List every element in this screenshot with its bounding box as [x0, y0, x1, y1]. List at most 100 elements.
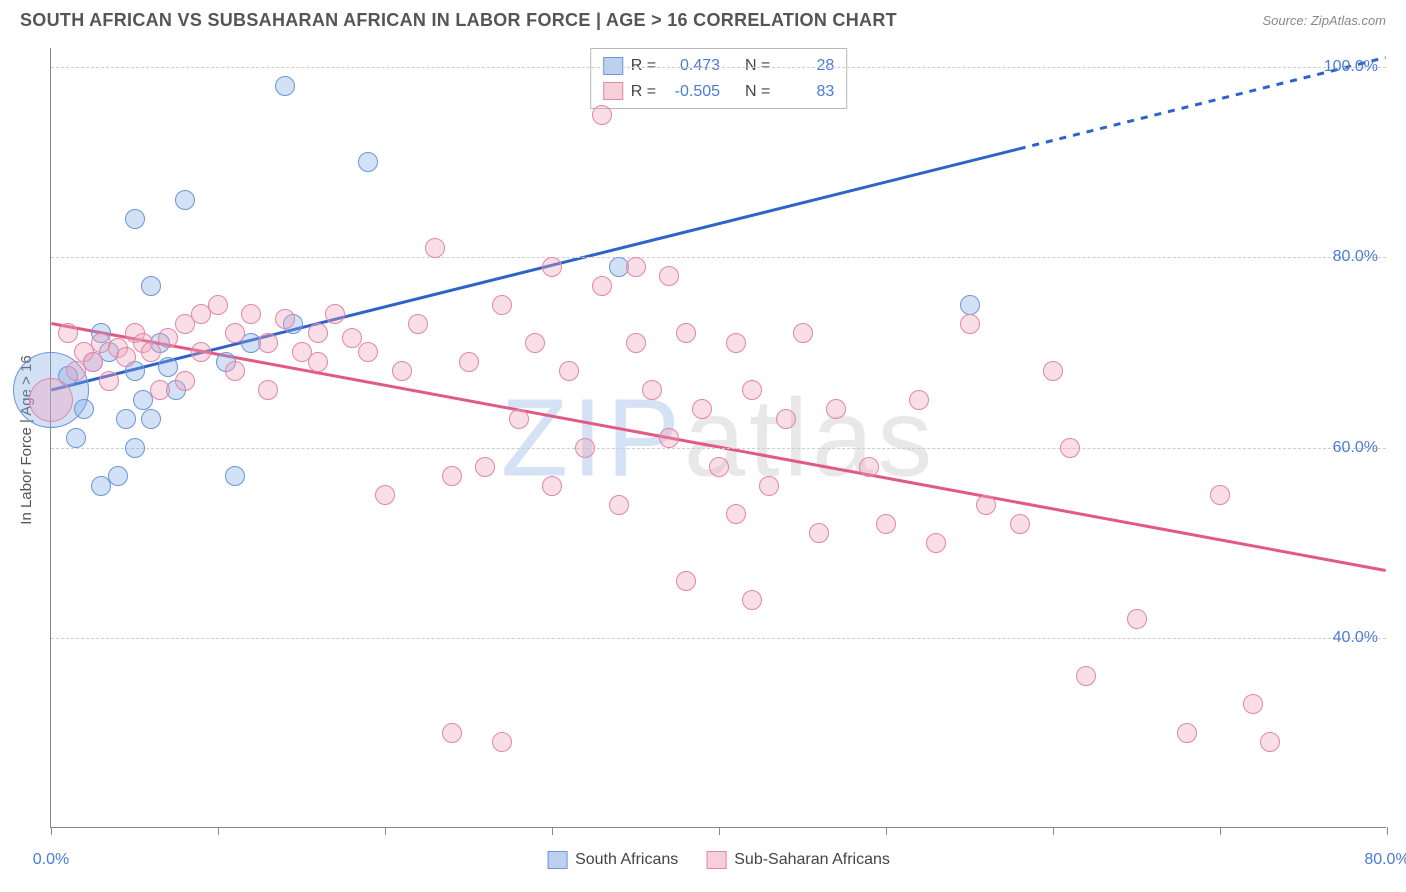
data-point	[342, 328, 362, 348]
n-value-b: 83	[778, 79, 834, 105]
data-point	[141, 409, 161, 429]
data-point	[559, 361, 579, 381]
data-point	[742, 380, 762, 400]
series-legend: South Africans Sub-Saharan Africans	[547, 851, 890, 869]
data-point	[659, 428, 679, 448]
data-point	[592, 276, 612, 296]
data-point	[225, 361, 245, 381]
data-point	[676, 571, 696, 591]
gridline	[51, 67, 1386, 68]
data-point	[1177, 723, 1197, 743]
data-point	[909, 390, 929, 410]
data-point	[960, 295, 980, 315]
n-value-a: 28	[778, 53, 834, 79]
data-point	[542, 257, 562, 277]
data-point	[258, 380, 278, 400]
data-point	[976, 495, 996, 515]
correlation-legend: R = 0.473 N = 28 R = -0.505 N = 83	[590, 48, 848, 109]
data-point	[275, 309, 295, 329]
data-point	[742, 590, 762, 610]
data-point	[116, 347, 136, 367]
data-point	[191, 342, 211, 362]
data-point	[108, 466, 128, 486]
data-point	[525, 333, 545, 353]
data-point	[575, 438, 595, 458]
chart-title: SOUTH AFRICAN VS SUBSAHARAN AFRICAN IN L…	[20, 10, 897, 31]
data-point	[158, 328, 178, 348]
r-label-a: R =	[631, 53, 656, 79]
data-point	[99, 371, 119, 391]
x-tick	[218, 827, 219, 835]
data-point	[960, 314, 980, 334]
data-point	[358, 152, 378, 172]
data-point	[392, 361, 412, 381]
data-point	[66, 428, 86, 448]
chart-plot-area: ZIPatlas R = 0.473 N = 28 R = -0.505 N =…	[50, 48, 1386, 828]
data-point	[275, 76, 295, 96]
data-point	[1243, 694, 1263, 714]
swatch-series-b-bottom	[706, 851, 726, 869]
data-point	[125, 209, 145, 229]
data-point	[442, 723, 462, 743]
n-label-a: N =	[745, 53, 770, 79]
r-label-b: R =	[631, 79, 656, 105]
data-point	[776, 409, 796, 429]
data-point	[709, 457, 729, 477]
data-point	[692, 399, 712, 419]
data-point	[793, 323, 813, 343]
data-point	[876, 514, 896, 534]
source-label: Source: ZipAtlas.com	[1262, 13, 1386, 28]
trend-lines-svg	[51, 48, 1386, 827]
swatch-series-a	[603, 57, 623, 75]
series-b-label: Sub-Saharan Africans	[734, 851, 890, 869]
x-tick	[1053, 827, 1054, 835]
data-point	[859, 457, 879, 477]
data-point	[1060, 438, 1080, 458]
data-point	[116, 409, 136, 429]
series-a-label: South Africans	[575, 851, 678, 869]
data-point	[375, 485, 395, 505]
data-point	[141, 276, 161, 296]
y-tick-label: 40.0%	[1333, 629, 1378, 647]
legend-item-b: Sub-Saharan Africans	[706, 851, 890, 869]
data-point	[659, 266, 679, 286]
data-point	[592, 105, 612, 125]
data-point	[1210, 485, 1230, 505]
data-point	[74, 399, 94, 419]
x-tick	[1220, 827, 1221, 835]
data-point	[141, 342, 161, 362]
watermark: ZIPatlas	[501, 374, 936, 501]
data-point	[926, 533, 946, 553]
data-point	[158, 357, 178, 377]
data-point	[1076, 666, 1096, 686]
data-point	[175, 371, 195, 391]
y-tick-label: 80.0%	[1333, 248, 1378, 266]
data-point	[1260, 732, 1280, 752]
watermark-part-b: atlas	[684, 376, 936, 499]
data-point	[29, 378, 73, 422]
n-label-b: N =	[745, 79, 770, 105]
legend-item-a: South Africans	[547, 851, 678, 869]
data-point	[125, 438, 145, 458]
gridline	[51, 638, 1386, 639]
data-point	[1043, 361, 1063, 381]
data-point	[83, 352, 103, 372]
data-point	[626, 333, 646, 353]
data-point	[826, 399, 846, 419]
data-point	[225, 323, 245, 343]
data-point	[308, 323, 328, 343]
data-point	[609, 495, 629, 515]
x-tick	[385, 827, 386, 835]
x-tick-label: 0.0%	[33, 851, 69, 869]
data-point	[425, 238, 445, 258]
data-point	[325, 304, 345, 324]
data-point	[175, 190, 195, 210]
gridline	[51, 448, 1386, 449]
data-point	[759, 476, 779, 496]
data-point	[258, 333, 278, 353]
r-value-a: 0.473	[664, 53, 720, 79]
x-tick	[1387, 827, 1388, 835]
x-tick-label: 80.0%	[1364, 851, 1406, 869]
data-point	[809, 523, 829, 543]
x-tick	[719, 827, 720, 835]
